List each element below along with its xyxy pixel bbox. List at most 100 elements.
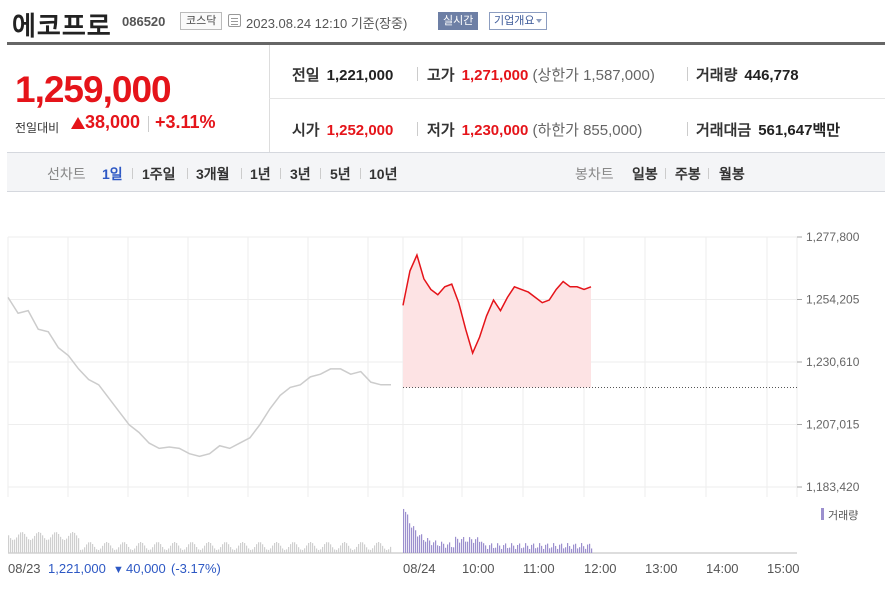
volume-bar xyxy=(525,543,527,553)
y-tick-label: 1,183,420 xyxy=(806,480,860,494)
candle-weekly[interactable]: 주봉 xyxy=(675,166,701,182)
volume-bar xyxy=(116,549,118,553)
volume-bar xyxy=(413,526,415,553)
volume-bar xyxy=(82,549,84,553)
volume-bar xyxy=(50,537,52,553)
volume-bar xyxy=(429,540,431,553)
volume-bar xyxy=(250,549,252,553)
period-5year[interactable]: 5년 xyxy=(330,166,351,182)
prev-day-change-pct: (-3.17%) xyxy=(171,561,221,576)
volume-bars xyxy=(8,508,797,554)
volume-bar xyxy=(302,549,304,553)
x-tick-label: 08/24 xyxy=(403,561,436,576)
stat-label: 전일 xyxy=(292,67,320,84)
volume-bar xyxy=(270,548,272,553)
volume-bar xyxy=(481,541,483,553)
x-tick-label: 13:00 xyxy=(645,561,678,576)
candle-monthly[interactable]: 월봉 xyxy=(719,166,745,182)
volume-bar xyxy=(72,532,74,553)
volume-bar xyxy=(168,548,170,553)
volume-bar xyxy=(190,542,192,553)
period-1year[interactable]: 1년 xyxy=(250,166,271,182)
volume-legend-label: 거래량 xyxy=(828,509,858,522)
volume-bar xyxy=(152,547,154,553)
volume-bar xyxy=(495,547,497,553)
volume-bar xyxy=(407,514,409,553)
volume-bar xyxy=(34,535,36,553)
volume-legend-swatch xyxy=(821,508,824,520)
candle-daily[interactable]: 일봉 xyxy=(632,166,658,182)
volume-bar xyxy=(529,548,531,553)
volume-bar xyxy=(314,545,316,553)
volume-bar xyxy=(354,549,356,553)
volume-bar xyxy=(322,546,324,553)
volume-bar xyxy=(356,546,358,553)
y-tick-label: 1,230,610 xyxy=(806,355,860,369)
stat-unit: 백만 xyxy=(812,122,841,139)
volume-bar xyxy=(431,545,433,553)
volume-bar xyxy=(575,543,577,553)
period-1day[interactable]: 1일 xyxy=(102,166,123,182)
volume-bar xyxy=(425,541,427,553)
limit-value: 855,000 xyxy=(583,122,638,139)
volume-bar xyxy=(493,547,495,553)
period-3month[interactable]: 3개월 xyxy=(196,166,230,182)
volume-bar xyxy=(200,549,202,553)
volume-bar xyxy=(485,545,487,553)
prev-day-line xyxy=(7,296,391,458)
volume-bar xyxy=(453,547,455,553)
volume-bar xyxy=(220,547,222,553)
volume-bar xyxy=(427,538,429,553)
volume-bar xyxy=(515,548,517,553)
volume-bar xyxy=(519,543,521,553)
volume-bar xyxy=(38,532,40,553)
volume-bar xyxy=(443,543,445,553)
divider xyxy=(708,168,709,179)
company-overview-button[interactable]: 기업개요 xyxy=(489,12,548,30)
divider xyxy=(687,122,688,136)
volume-bar xyxy=(384,548,386,553)
y-tick-label: 1,207,015 xyxy=(806,418,860,432)
period-1week[interactable]: 1주일 xyxy=(142,166,176,182)
volume-bar xyxy=(581,543,583,553)
volume-bar xyxy=(310,542,312,553)
realtime-button[interactable]: 실시간 xyxy=(438,12,479,30)
volume-bar xyxy=(473,542,475,553)
volume-bar xyxy=(569,546,571,553)
volume-bar xyxy=(557,548,559,553)
volume-bar xyxy=(370,549,372,553)
volume-bar xyxy=(90,542,92,553)
stat-high: 고가 1,271,000 (상한가 1,587,000) xyxy=(427,67,655,84)
volume-bar xyxy=(501,548,503,553)
volume-bar xyxy=(328,542,330,553)
volume-bar xyxy=(182,549,184,553)
volume-bar xyxy=(224,542,226,553)
volume-bar xyxy=(471,539,473,553)
x-tick-label: 12:00 xyxy=(584,561,617,576)
volume-bar xyxy=(202,548,204,553)
stat-label: 시가 xyxy=(292,122,320,139)
volume-bar xyxy=(214,548,216,553)
volume-bar xyxy=(417,536,419,553)
volume-bar xyxy=(232,549,234,553)
divider xyxy=(665,168,666,179)
price-chart[interactable]: 1,277,800 1,254,205 1,230,610 1,207,015 1,18… xyxy=(0,192,885,590)
volume-bar xyxy=(146,548,148,553)
volume-bar xyxy=(346,543,348,553)
volume-bar xyxy=(336,549,338,553)
volume-bar xyxy=(24,533,26,553)
volume-bar xyxy=(18,534,20,553)
volume-bar xyxy=(433,542,435,553)
period-10year[interactable]: 10년 xyxy=(369,166,398,182)
volume-bar xyxy=(108,542,110,553)
volume-bar xyxy=(447,544,449,553)
volume-bar xyxy=(589,543,591,553)
period-3year[interactable]: 3년 xyxy=(290,166,311,182)
volume-bar xyxy=(156,542,158,553)
volume-bar xyxy=(479,541,481,553)
volume-bar xyxy=(276,542,278,553)
volume-bar xyxy=(537,547,539,553)
today-price-line xyxy=(402,252,592,356)
volume-bar xyxy=(521,548,523,553)
volume-bar xyxy=(308,542,310,553)
